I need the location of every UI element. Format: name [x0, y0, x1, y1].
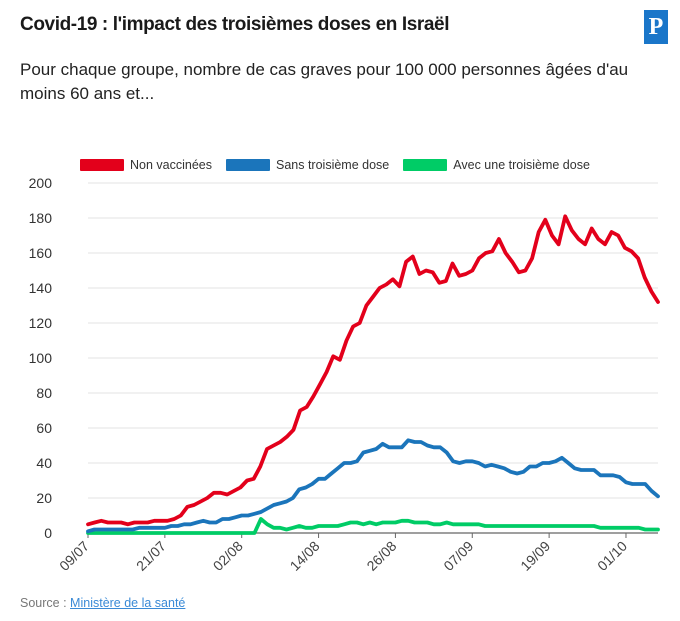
legend-label: Sans troisième dose [276, 158, 390, 172]
x-tick-label: 02/08 [210, 538, 246, 574]
legend-label: Avec une troisième dose [453, 158, 590, 172]
x-tick-label: 01/10 [594, 538, 630, 574]
y-tick-label: 140 [29, 280, 53, 296]
y-tick-label: 60 [36, 420, 52, 436]
y-tick-label: 180 [29, 210, 53, 226]
y-tick-label: 100 [29, 350, 53, 366]
y-tick-label: 20 [36, 490, 52, 506]
y-axis-ticks: 0 20 40 60 80 100 120 140 160 180 200 [29, 175, 53, 541]
y-tick-label: 200 [29, 175, 53, 191]
series-layer [86, 214, 660, 535]
legend-swatch-red [80, 159, 124, 171]
publisher-logo: P [644, 10, 668, 44]
x-tick-label: 09/07 [56, 538, 92, 574]
series-line-red [86, 214, 660, 527]
source-link[interactable]: Ministère de la santé [70, 596, 186, 610]
source-label: Source : [20, 596, 67, 610]
y-tick-label: 120 [29, 315, 53, 331]
series-line-blue [86, 438, 660, 534]
grid-layer [88, 182, 658, 534]
series-line-green [86, 517, 660, 535]
source-note: Source : Ministère de la santé [20, 596, 185, 610]
legend-swatch-green [403, 159, 448, 171]
legend-item-non-vaccinees: Non vaccinées [80, 158, 212, 172]
x-axis-ticks: 09/07 21/07 02/08 14/08 26/08 07/09 19/09 01/10 [56, 533, 630, 574]
legend-label: Non vaccinées [130, 158, 212, 172]
y-tick-label: 0 [44, 525, 52, 541]
legend-swatch-blue [226, 159, 270, 171]
x-tick-label: 14/08 [287, 538, 323, 574]
x-tick-label: 26/08 [363, 538, 399, 574]
legend-item-avec-troisieme-dose: Avec une troisième dose [403, 158, 590, 172]
y-tick-label: 40 [36, 455, 52, 471]
legend-item-sans-troisieme-dose: Sans troisième dose [226, 158, 389, 172]
x-tick-label: 21/07 [133, 538, 169, 574]
chart-legend: Non vaccinées Sans troisième dose Avec u… [80, 156, 604, 174]
y-tick-label: 160 [29, 245, 53, 261]
y-tick-label: 80 [36, 385, 52, 401]
x-tick-label: 19/09 [517, 538, 553, 574]
x-tick-label: 07/09 [440, 538, 476, 574]
page-subtitle: Pour chaque groupe, nombre de cas graves… [20, 60, 629, 103]
page-title: Covid-19 : l'impact des troisièmes doses… [20, 14, 450, 35]
